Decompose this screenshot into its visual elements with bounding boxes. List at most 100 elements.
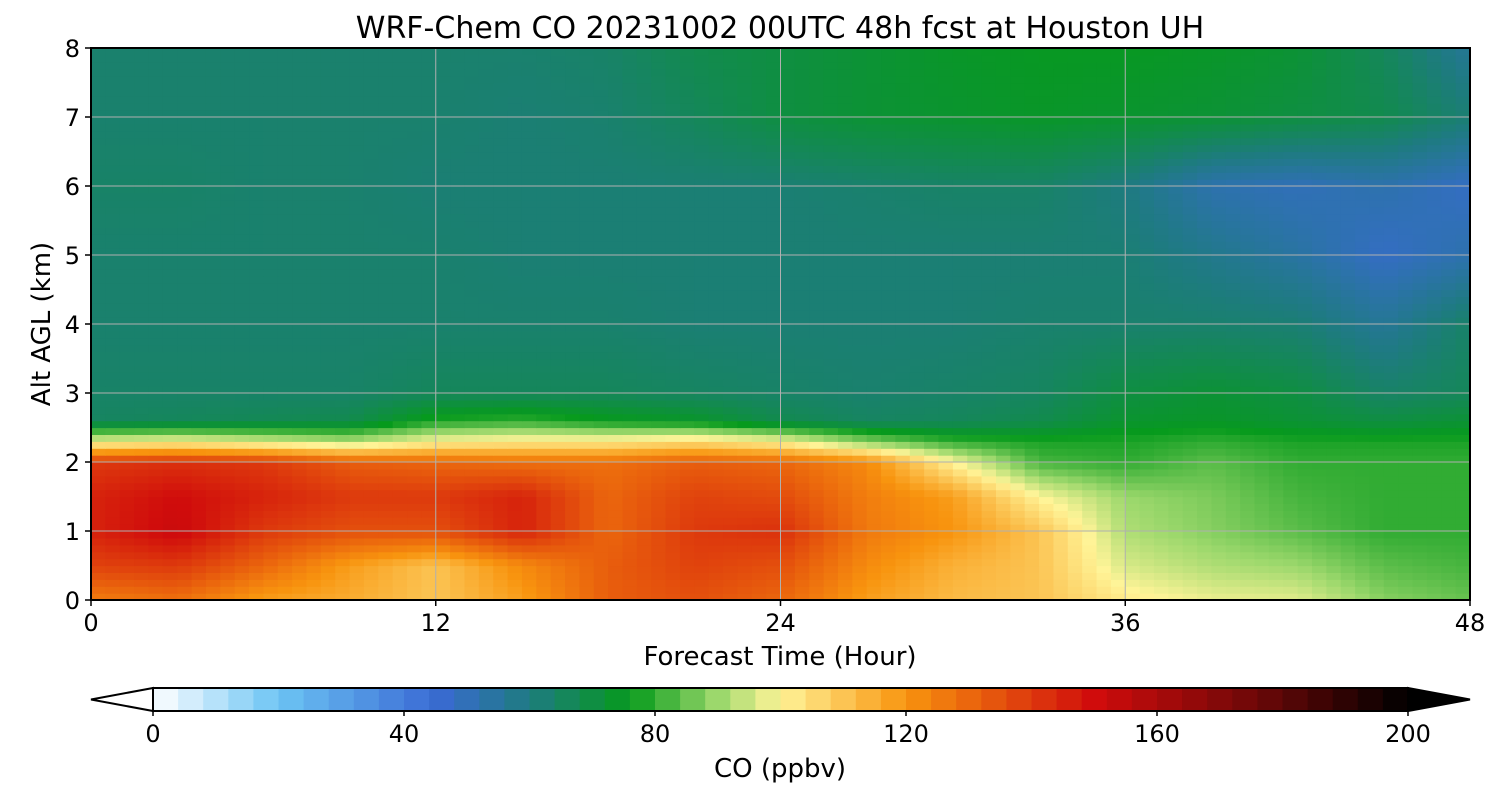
heatmap-cell — [220, 268, 236, 277]
heatmap-cell — [349, 337, 365, 346]
heatmap-cell — [622, 324, 638, 332]
heatmap-cell — [349, 517, 365, 525]
heatmap-cell — [593, 248, 609, 256]
heatmap-cell — [881, 413, 897, 422]
heatmap-cell — [407, 503, 422, 511]
heatmap-cell — [924, 572, 940, 580]
heatmap-cell — [363, 572, 379, 580]
heatmap-cell — [780, 406, 796, 415]
heatmap-cell — [1082, 475, 1098, 484]
heatmap-cell — [1340, 268, 1356, 277]
heatmap-cell — [1039, 544, 1055, 553]
heatmap-cell — [608, 524, 624, 532]
heatmap-cell — [924, 503, 940, 511]
heatmap-cell — [881, 586, 897, 594]
heatmap-cell — [1355, 365, 1371, 373]
heatmap-cell — [91, 399, 106, 408]
heatmap-cell — [823, 282, 839, 291]
heatmap-cell — [349, 565, 365, 573]
heatmap-cell — [1067, 468, 1083, 477]
heatmap-cell — [665, 434, 681, 442]
heatmap-cell — [1182, 399, 1198, 408]
heatmap-cell — [981, 324, 997, 332]
heatmap-cell — [335, 503, 351, 511]
heatmap-cell — [1441, 537, 1457, 546]
heatmap-cell — [320, 420, 336, 429]
heatmap-cell — [608, 255, 624, 263]
heatmap-cell — [981, 413, 997, 422]
heatmap-cell — [349, 399, 365, 408]
heatmap-cell — [608, 551, 624, 560]
heatmap-cell — [205, 531, 221, 539]
heatmap-cell — [1426, 351, 1442, 360]
heatmap-cell — [536, 572, 552, 580]
heatmap-cell — [148, 468, 164, 477]
heatmap-cell — [708, 303, 724, 311]
heatmap-cell — [881, 572, 897, 580]
heatmap-cell — [1441, 551, 1457, 560]
heatmap-cell — [450, 393, 466, 401]
heatmap-cell — [1168, 275, 1184, 284]
heatmap-cell — [234, 303, 250, 311]
heatmap-cell — [1067, 393, 1083, 401]
heatmap-cell — [1110, 427, 1126, 435]
heatmap-cell — [1297, 365, 1313, 373]
heatmap-cell — [723, 468, 738, 477]
heatmap-cell — [1268, 468, 1284, 477]
heatmap-cell — [407, 330, 422, 339]
heatmap-cell — [1340, 455, 1356, 463]
heatmap-cell — [392, 593, 408, 601]
heatmap-cell — [1268, 524, 1284, 532]
heatmap-cell — [1053, 496, 1069, 504]
heatmap-cell — [1355, 579, 1371, 587]
heatmap-cell — [1240, 344, 1256, 353]
heatmap-cell — [579, 296, 595, 304]
heatmap-cell — [435, 310, 451, 318]
heatmap-cell — [651, 434, 667, 442]
heatmap-cell — [751, 406, 767, 415]
heatmap-cell — [1024, 268, 1040, 277]
heatmap-cell — [981, 317, 997, 325]
heatmap-cell — [737, 344, 753, 353]
heatmap-cell — [1039, 372, 1055, 380]
heatmap-cell — [622, 379, 638, 387]
heatmap-cell — [1010, 393, 1026, 401]
heatmap-cell — [723, 344, 738, 353]
heatmap-cell — [679, 399, 695, 408]
heatmap-cell — [737, 517, 753, 525]
heatmap-cell — [1297, 268, 1313, 277]
heatmap-cell — [967, 455, 983, 463]
heatmap-cell — [378, 330, 394, 339]
heatmap-cell — [1240, 510, 1256, 518]
heatmap-cell — [263, 434, 279, 442]
heatmap-cell — [823, 241, 839, 249]
heatmap-cell — [1412, 558, 1428, 567]
heatmap-cell — [363, 586, 379, 594]
heatmap-cell — [723, 565, 738, 573]
heatmap-cell — [162, 399, 178, 408]
heatmap-cell — [866, 344, 882, 353]
heatmap-cell — [1398, 524, 1414, 532]
heatmap-cell — [1153, 399, 1169, 408]
heatmap-cell — [593, 448, 609, 456]
heatmap-cell — [205, 365, 221, 373]
heatmap-cell — [967, 344, 983, 353]
heatmap-cell — [593, 261, 609, 270]
heatmap-cell — [794, 579, 810, 587]
heatmap-cell — [277, 372, 293, 380]
heatmap-cell — [1412, 310, 1428, 318]
heatmap-cell — [306, 544, 322, 553]
heatmap-cell — [665, 330, 681, 339]
heatmap-cell — [1039, 475, 1055, 484]
heatmap-cell — [493, 537, 509, 546]
heatmap-cell — [1369, 393, 1385, 401]
heatmap-cell — [119, 531, 135, 539]
heatmap-cell — [780, 344, 796, 353]
heatmap-cell — [967, 268, 983, 277]
heatmap-cell — [1311, 296, 1327, 304]
heatmap-cell — [1283, 386, 1299, 394]
heatmap-cell — [679, 434, 695, 442]
heatmap-cell — [1024, 586, 1040, 594]
heatmap-cell — [924, 482, 940, 491]
heatmap-cell — [565, 337, 580, 346]
